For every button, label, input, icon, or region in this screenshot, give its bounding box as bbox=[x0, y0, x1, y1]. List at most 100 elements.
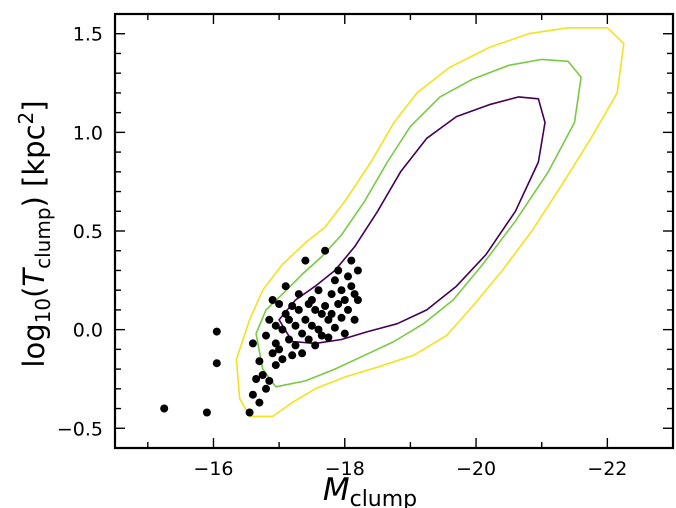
y-tick-label: 1.5 bbox=[73, 24, 103, 46]
scatter-point bbox=[317, 309, 326, 318]
scatter-point bbox=[288, 302, 297, 310]
contour-outer bbox=[235, 27, 625, 418]
scatter-point bbox=[334, 300, 343, 308]
scatter-point bbox=[340, 296, 349, 304]
scatter-point bbox=[317, 331, 326, 340]
y-axis-label: log10(Tclump) [kpc2] bbox=[14, 100, 55, 367]
scatter-point bbox=[298, 349, 307, 358]
scatter-point bbox=[265, 315, 274, 324]
scatter-point bbox=[314, 325, 323, 334]
scatter-point bbox=[327, 290, 336, 299]
y-label-unit-open: [kpc bbox=[17, 124, 51, 196]
scatter-point bbox=[265, 376, 274, 385]
scatter-point bbox=[255, 357, 264, 366]
scatter-point bbox=[278, 355, 287, 364]
y-label-base: 10 bbox=[31, 298, 55, 323]
scatter-point bbox=[285, 335, 293, 344]
scatter-point bbox=[311, 305, 320, 314]
scatter-point bbox=[294, 290, 303, 299]
scatter-point bbox=[314, 286, 323, 295]
scatter-point bbox=[324, 333, 333, 342]
scatter-point bbox=[294, 305, 303, 314]
scatter-point bbox=[268, 296, 277, 304]
scatter-point bbox=[248, 390, 257, 399]
y-tick-label: 0.0 bbox=[73, 320, 103, 342]
scatter-point bbox=[278, 325, 287, 334]
scatter-point bbox=[291, 341, 300, 350]
scatter-point bbox=[252, 375, 261, 383]
scatter-point bbox=[347, 256, 356, 265]
scatter-point bbox=[321, 302, 330, 310]
scatter-point bbox=[245, 408, 254, 417]
scatter-point bbox=[344, 272, 352, 281]
scatter-point bbox=[347, 282, 356, 291]
y-label-unit-exp: 2 bbox=[14, 112, 38, 125]
x-axis-label-sub: clump bbox=[350, 487, 418, 508]
scatter-point bbox=[301, 256, 310, 265]
scatter-point bbox=[275, 345, 284, 354]
scatter-point bbox=[281, 309, 290, 318]
x-axis-label-main: M bbox=[323, 472, 350, 508]
y-tick-label: 1.0 bbox=[73, 122, 103, 144]
scatter-point bbox=[298, 329, 307, 338]
scatter-point bbox=[262, 384, 270, 393]
scatter-point bbox=[334, 266, 343, 275]
scatter-point bbox=[212, 359, 221, 368]
x-ticks: −16 −18 −20 −22 bbox=[147, 14, 627, 480]
scatter-point bbox=[307, 296, 316, 304]
scatter-point bbox=[271, 321, 280, 330]
scatter-point bbox=[255, 398, 264, 407]
scatter-point bbox=[330, 276, 339, 285]
contour-layer bbox=[235, 27, 625, 418]
scatter-point bbox=[160, 404, 169, 413]
scatter-point bbox=[327, 309, 336, 318]
scatter-point bbox=[307, 321, 316, 330]
scatter-point bbox=[350, 290, 359, 299]
scatter-point bbox=[311, 341, 320, 350]
x-axis-label: Mclump bbox=[323, 472, 417, 508]
y-label-prefix: log bbox=[17, 323, 51, 367]
scatter-point bbox=[248, 339, 257, 348]
scatter-point bbox=[353, 296, 362, 304]
scatter-layer bbox=[160, 246, 362, 417]
y-label-close: ) bbox=[17, 196, 51, 207]
y-label-sub: clump bbox=[31, 207, 55, 268]
y-tick-label: −0.5 bbox=[57, 418, 103, 440]
x-tick-label: −20 bbox=[456, 458, 496, 480]
scatter-point bbox=[288, 351, 297, 360]
scatter-point bbox=[291, 321, 300, 330]
contour-inner bbox=[278, 96, 546, 345]
scatter-point bbox=[202, 408, 211, 417]
scatter-point bbox=[353, 266, 362, 275]
scatter-point bbox=[330, 323, 339, 332]
y-label-unit-close: ] bbox=[17, 100, 51, 111]
scatter-point bbox=[344, 305, 352, 314]
scatter-point bbox=[285, 315, 293, 324]
y-ticks: −0.5 0.0 0.5 1.0 1.5 bbox=[57, 24, 673, 440]
scatter-point bbox=[340, 329, 349, 338]
scatter-point bbox=[271, 361, 280, 370]
scatter-point bbox=[324, 315, 333, 324]
scatter-point bbox=[301, 315, 310, 324]
y-label-open: ( bbox=[17, 287, 51, 298]
scatter-point bbox=[268, 349, 277, 358]
scatter-point bbox=[321, 246, 330, 255]
scatter-point bbox=[271, 339, 280, 348]
scatter-point bbox=[262, 331, 270, 340]
scatter-point bbox=[337, 313, 346, 322]
contour-middle bbox=[255, 58, 582, 388]
scatter-point bbox=[212, 327, 221, 336]
scatter-point bbox=[281, 282, 290, 291]
x-tick-label: −22 bbox=[587, 458, 627, 480]
scatter-point bbox=[275, 300, 284, 308]
scatter-point bbox=[258, 371, 267, 379]
y-tick-label: 0.5 bbox=[73, 221, 103, 243]
scatter-point bbox=[337, 286, 346, 295]
scatter-point bbox=[304, 335, 313, 344]
x-tick-label: −18 bbox=[325, 458, 365, 480]
scatter-point bbox=[350, 315, 359, 324]
y-label-var: T bbox=[17, 267, 51, 287]
x-tick-label: −16 bbox=[193, 458, 233, 480]
